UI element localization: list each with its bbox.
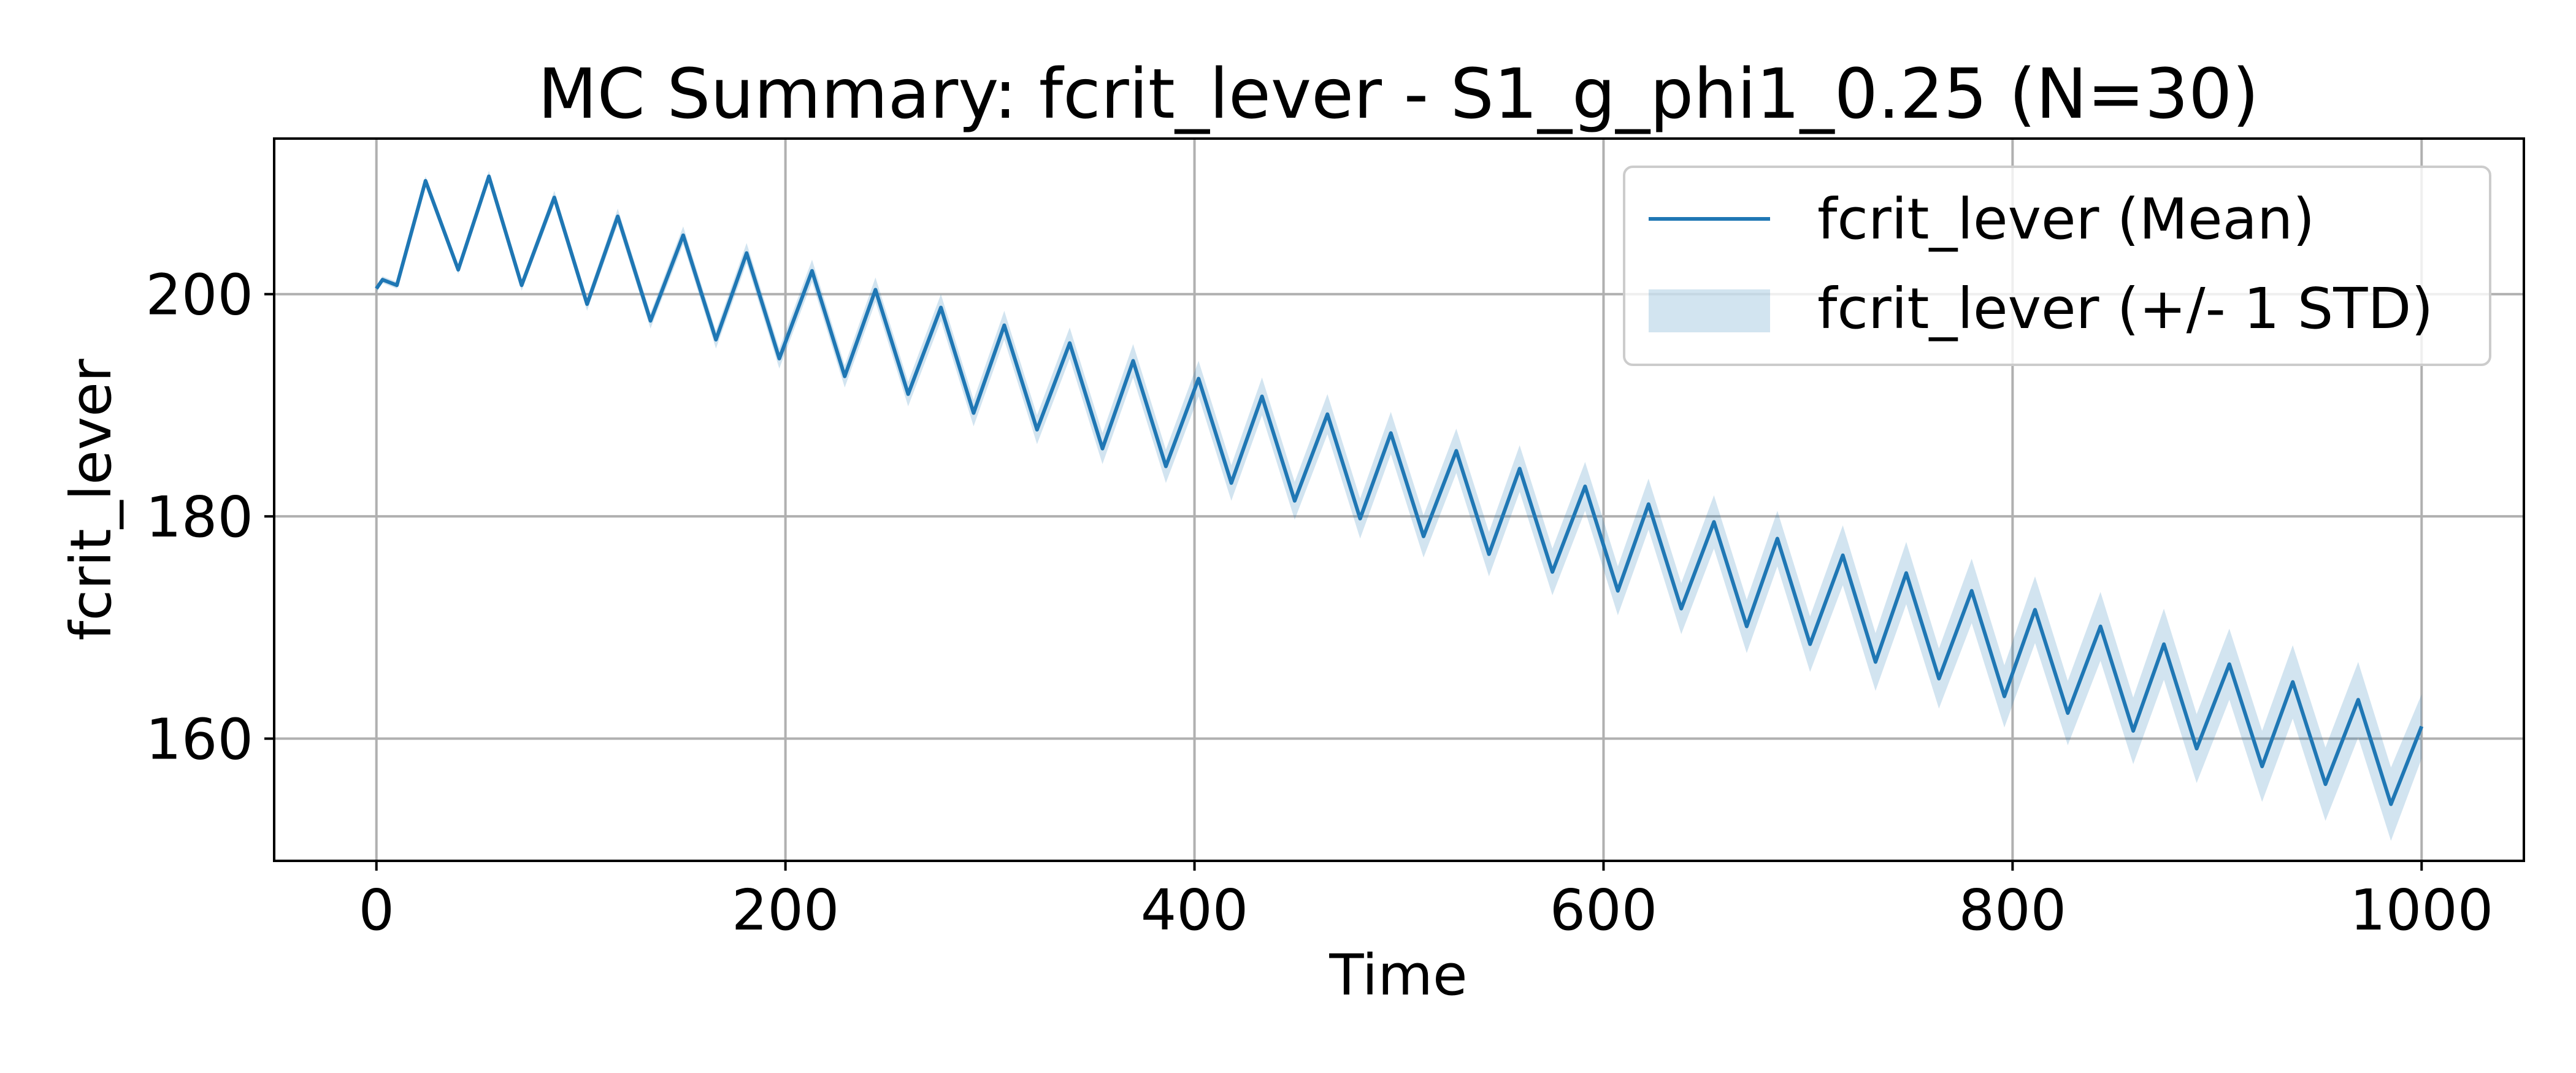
legend-mean-label: fcrit_lever (Mean): [1817, 186, 2315, 252]
std-band: [376, 170, 2422, 841]
y-tick-label-2: 200: [145, 262, 253, 328]
legend-std-label: fcrit_lever (+/- 1 STD): [1817, 276, 2433, 342]
y-tick-label-0: 160: [145, 707, 253, 773]
y-tick-label-1: 180: [145, 484, 253, 550]
axes: [273, 137, 2525, 862]
x-tick-label-1: 200: [732, 877, 840, 943]
legend-std-swatch: [1649, 289, 1770, 332]
x-tick-label-4: 800: [1959, 877, 2067, 943]
x-tick-label-0: 0: [358, 877, 394, 943]
chart-title: MC Summary: fcrit_lever - S1_g_phi1_0.25…: [538, 55, 2259, 134]
x-tick-label-5: 1000: [2350, 877, 2493, 943]
x-tick-label-3: 600: [1550, 877, 1658, 943]
x-tick-label-2: 400: [1141, 877, 1249, 943]
legend-frame: [1623, 166, 2491, 366]
plot-frame: [273, 137, 2525, 862]
y-axis-label: fcrit_lever: [58, 359, 124, 641]
mean-line-layer: [375, 174, 2424, 806]
y-axis-ticks: 160 180 200: [145, 262, 274, 773]
std-band-layer: [376, 170, 2422, 841]
x-axis-ticks: 0 200 400 600 800 1000: [358, 861, 2493, 943]
legend: fcrit_lever (Mean) fcrit_lever (+/- 1 ST…: [1623, 166, 2491, 366]
mean-line: [375, 174, 2424, 806]
x-axis-label: Time: [1328, 942, 1467, 1008]
